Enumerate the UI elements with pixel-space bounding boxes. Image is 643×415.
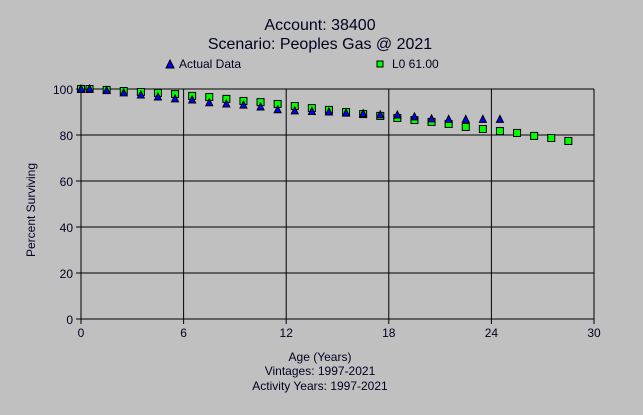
actual-data-point — [187, 94, 197, 104]
actual-data-point — [358, 108, 368, 118]
fitted-point — [547, 133, 556, 142]
actual-data-point — [341, 108, 351, 117]
x-tick-label: 18 — [382, 326, 396, 340]
fitted-point — [513, 128, 522, 137]
actual-data-point — [290, 105, 300, 115]
fitted-point — [530, 131, 539, 140]
x-axis-sublabel-vintages: Vintages: 1997-2021 — [265, 364, 376, 378]
actual-data-point — [410, 111, 419, 121]
actual-data-point — [136, 89, 146, 99]
x-axis-label: Age (Years) — [289, 350, 352, 364]
actual-data-point — [222, 98, 231, 108]
y-tick-label: 100 — [53, 83, 73, 97]
actual-data-point — [478, 114, 488, 123]
y-tick-label: 20 — [60, 267, 74, 281]
x-axis-sublabel-activity: Activity Years: 1997-2021 — [252, 379, 388, 393]
legend-label-fitted: L0 61.00 — [392, 57, 439, 71]
actual-data-point — [204, 97, 214, 107]
actual-data-point — [461, 114, 471, 123]
actual-data-point — [375, 109, 385, 119]
actual-data-point — [76, 83, 86, 93]
legend-label-actual: Actual Data — [179, 57, 241, 71]
x-tick-label: 24 — [485, 326, 499, 340]
fitted-point — [495, 127, 504, 136]
axis-ticks: 0 20 40 60 80 100 0 6 12 18 24 30 — [53, 83, 601, 340]
actual-data-point — [393, 109, 402, 119]
y-tick-label: 60 — [60, 175, 74, 189]
y-tick-label: 40 — [60, 221, 74, 235]
actual-data-point — [273, 104, 282, 114]
legend: Actual Data L0 61.00 — [165, 57, 439, 71]
data-points — [76, 83, 573, 145]
grid — [76, 88, 595, 324]
x-tick-label: 30 — [587, 326, 601, 340]
actual-data-point — [170, 93, 180, 103]
chart-subtitle: Scenario: Peoples Gas @ 2021 — [208, 36, 432, 53]
x-tick-label: 12 — [280, 326, 294, 340]
y-tick-label: 0 — [66, 313, 73, 327]
fitted-point — [461, 122, 470, 131]
actual-data-point — [239, 99, 248, 109]
actual-data-point — [324, 106, 334, 116]
actual-data-point — [153, 91, 163, 101]
chart-title: Account: 38400 — [264, 17, 375, 34]
actual-data-point — [495, 114, 505, 123]
y-axis-label: Percent Surviving — [24, 163, 38, 257]
actual-data-point — [119, 87, 129, 97]
fitted-point — [564, 136, 573, 145]
actual-data-point — [102, 85, 111, 95]
actual-data-point — [256, 101, 265, 111]
actual-data-point — [444, 114, 453, 123]
actual-data-point — [427, 113, 436, 123]
actual-data-point — [307, 106, 317, 116]
fitted-point — [478, 125, 487, 134]
legend-triangle-marker — [165, 58, 175, 69]
y-tick-label: 80 — [60, 129, 74, 143]
legend-square-marker — [376, 60, 384, 68]
x-tick-label: 0 — [78, 326, 85, 340]
x-tick-label: 6 — [180, 326, 187, 340]
actual-data-point — [85, 83, 94, 93]
